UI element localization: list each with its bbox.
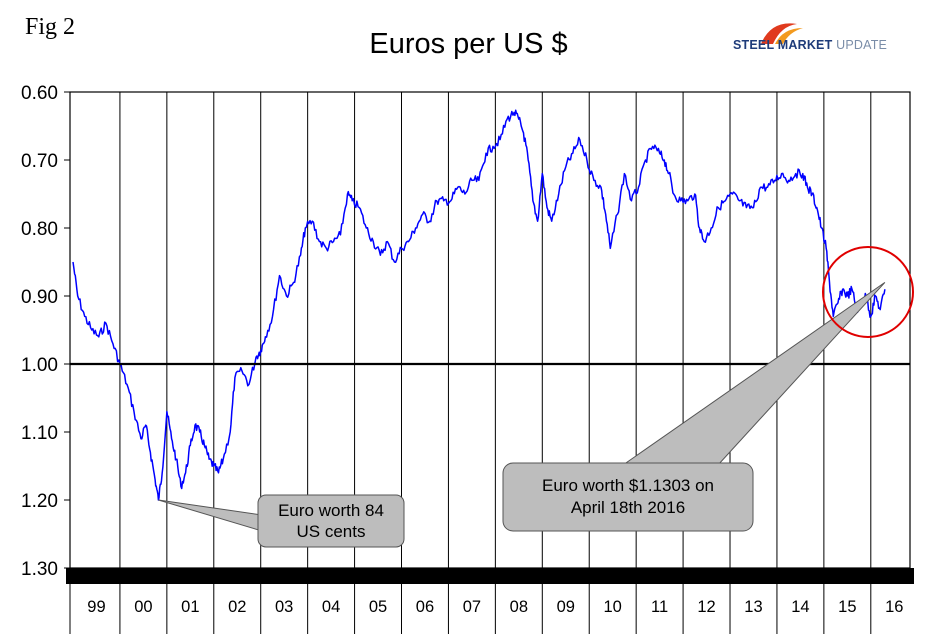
y-tick-label: 1.20 (21, 491, 58, 512)
x-tick-label: 05 (369, 598, 387, 616)
bottom-axis-band (66, 568, 914, 584)
series-layer (72, 109, 886, 501)
x-tick-label: 16 (885, 598, 903, 616)
callout-1-text-line: Euro worth 84 (278, 501, 384, 520)
x-tick-label: 02 (228, 598, 246, 616)
y-tick-label: 1.10 (21, 423, 58, 444)
x-tick-label: 09 (557, 598, 575, 616)
y-tick-label: 1.00 (21, 355, 58, 376)
plot-frame (69, 91, 911, 569)
y-tick-label: 1.30 (21, 559, 58, 580)
logo-word-steel: STEEL (733, 38, 775, 52)
x-tick-label: 03 (275, 598, 293, 616)
figure-label: Fig 2 (25, 14, 76, 40)
callout-pointer-1 (158, 499, 263, 532)
x-tick-label: 00 (134, 598, 152, 616)
callout-box-2 (502, 462, 754, 532)
series-line (72, 109, 886, 501)
callout-box-1 (257, 494, 405, 548)
callout-1-text-line: US cents (297, 522, 366, 541)
x-tick-label: 14 (791, 598, 809, 616)
chart-title: Euros per US $ (369, 28, 568, 60)
y-tick-label: 0.90 (21, 287, 58, 308)
x-tick-label: 11 (651, 598, 668, 616)
x-tick-label: 07 (463, 598, 481, 616)
x-tick-label: 06 (416, 598, 434, 616)
callout-2-text-line: Euro worth $1.1303 on (542, 476, 714, 495)
logo-word-update: UPDATE (836, 38, 888, 52)
callout-2-text-line: April 18th 2016 (571, 498, 685, 517)
logo-swoosh-icon (761, 23, 803, 44)
x-tick-label: 99 (87, 598, 105, 616)
x-tick-label: 01 (181, 598, 199, 616)
x-tick-label: 04 (322, 598, 340, 616)
axis-layer: 0.60 0.70 0.80 0.90 1.00 1.10 1.20 1.30 99 00 01 02… (21, 83, 914, 634)
x-tick-label: 10 (604, 598, 622, 616)
highlight-circle (822, 246, 914, 338)
y-tick-label: 0.80 (21, 219, 58, 240)
x-tick-label: 08 (510, 598, 528, 616)
y-tick-label: 0.60 (21, 83, 58, 104)
logo-word-market: MARKET (777, 38, 833, 52)
y-tick-label: 0.70 (21, 151, 58, 172)
logo-text: STEEL MARKET UPDATE (733, 38, 887, 52)
steel-market-update-logo: STEEL MARKET UPDATE (733, 22, 903, 62)
x-tick-label: 13 (744, 598, 762, 616)
callout-pointer-2 (621, 281, 886, 466)
annotation-layer: Euro worth 84 US cents Euro worth $1.1303 … (158, 246, 914, 548)
x-tick-label: 12 (697, 598, 715, 616)
x-tick-label: 15 (838, 598, 856, 616)
